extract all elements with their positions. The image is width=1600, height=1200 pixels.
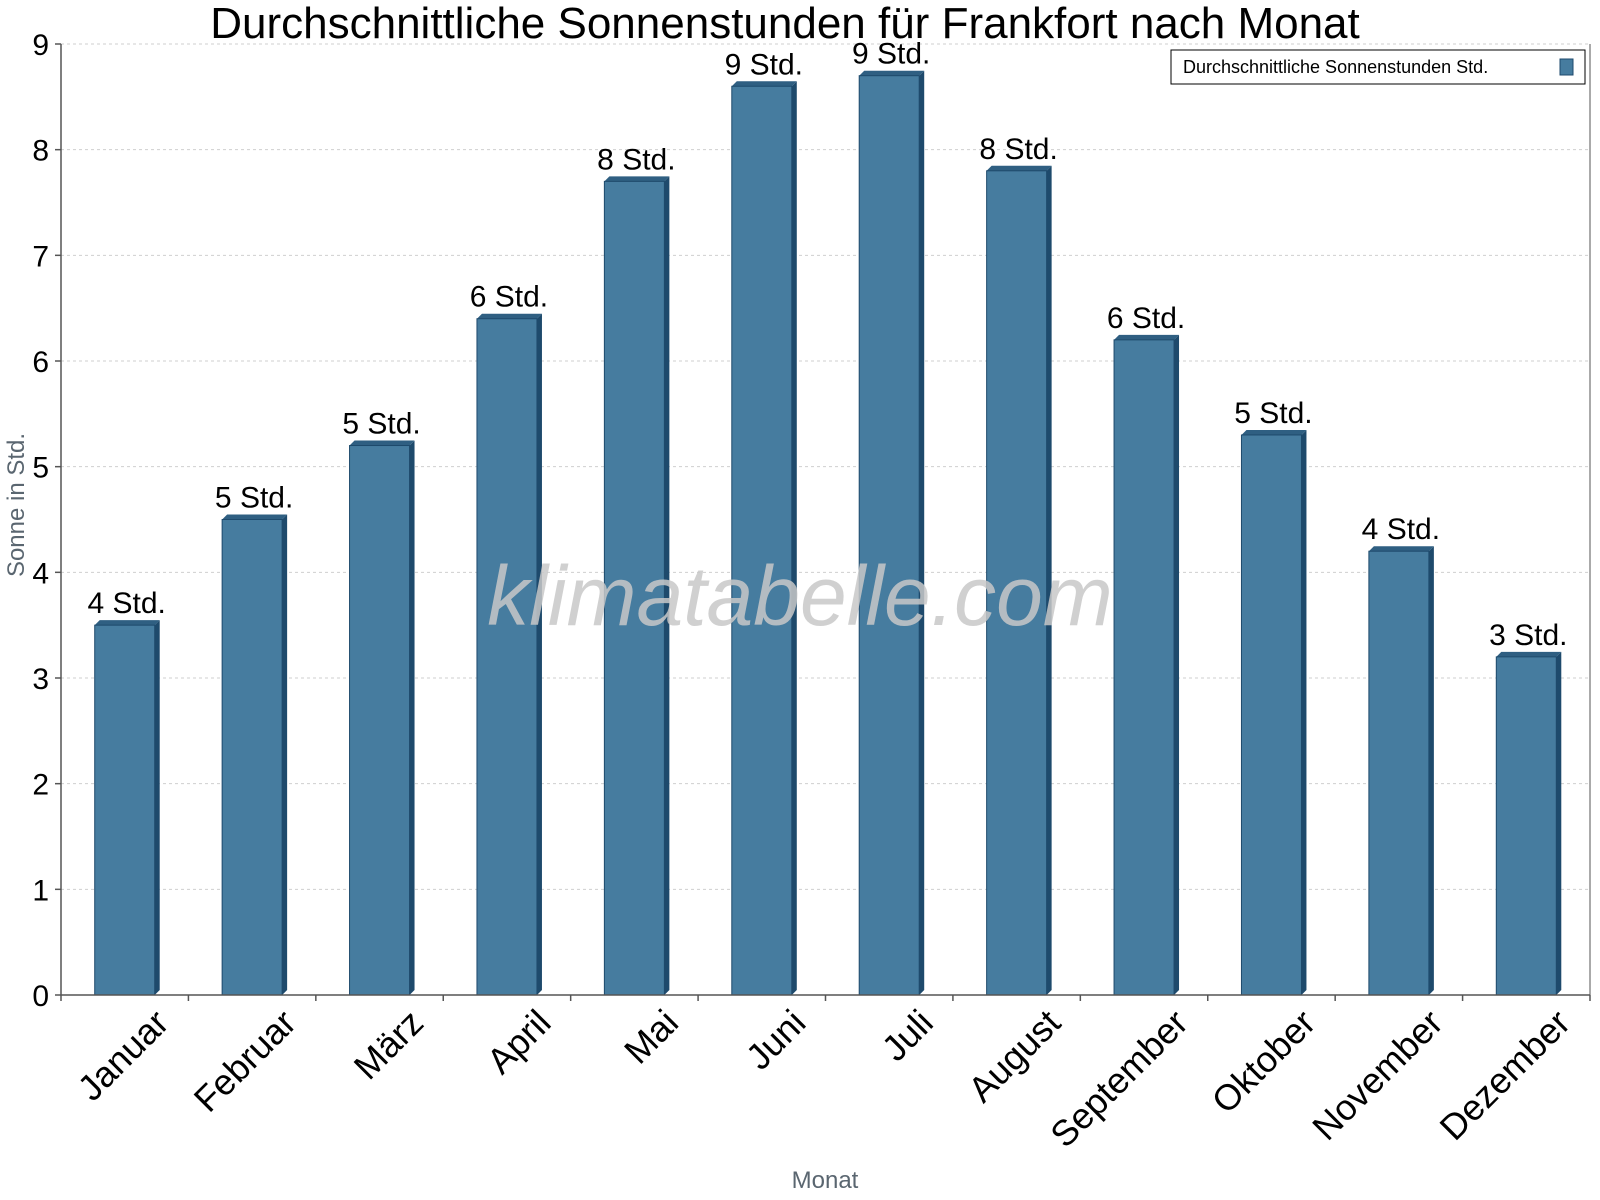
x-tick-label: Juni [738, 1002, 814, 1078]
bar [221, 514, 288, 996]
grid-lines [61, 43, 1590, 890]
bar-side [1174, 334, 1180, 995]
x-tick-label: Mai [616, 1002, 686, 1072]
y-tick-label: 5 [32, 452, 49, 485]
bar-side [1556, 651, 1562, 995]
x-tick-label: Januar [70, 1002, 177, 1109]
bar-side [919, 70, 925, 995]
x-tick-label: April [479, 1002, 559, 1082]
bar [1368, 546, 1434, 996]
bar-front [858, 75, 920, 996]
data-labels: 4 Std. 5 Std. 5 Std. 6 Std. 8 Std. 9 Std. 9 St… [88, 38, 1568, 652]
bar-value-label: 3 Std. [1489, 619, 1567, 652]
y-tick-label: 4 [32, 557, 49, 590]
x-tick-label: Dezember [1432, 1002, 1578, 1148]
x-tick-label: August [960, 1002, 1068, 1110]
legend-box [1170, 49, 1586, 85]
bar [94, 620, 160, 996]
bar-front [221, 519, 283, 996]
bar-top [476, 313, 542, 319]
bar-value-label: 4 Std. [1362, 513, 1440, 546]
bar [858, 70, 925, 996]
y-axis-title: Sonne in Std. [3, 433, 30, 577]
bar-top [1496, 651, 1562, 657]
bar-front [1240, 434, 1302, 996]
legend: Durchschnittliche Sonnenstunden Std. [1170, 49, 1586, 85]
x-tick-label: Juli [874, 1002, 941, 1069]
bar-top [349, 440, 415, 446]
bar-front [986, 170, 1048, 996]
legend-swatch [1559, 58, 1574, 76]
bar-top [1368, 546, 1434, 552]
y-tick-label: 9 [32, 29, 49, 62]
bar-front [1113, 339, 1175, 996]
bar-value-label: 5 Std. [342, 408, 420, 441]
bar-side [1428, 546, 1434, 995]
bar-top [222, 514, 288, 520]
bar [1240, 429, 1307, 996]
x-tick-label: März [346, 1002, 432, 1088]
bar-value-label: 4 Std. [88, 587, 166, 620]
bars [94, 70, 1562, 996]
bar-top [1241, 429, 1307, 435]
x-axis-title: Monat [792, 1167, 859, 1194]
bar-top [1114, 334, 1180, 340]
bar-front [731, 85, 793, 996]
x-tick-label: November [1304, 1002, 1450, 1148]
y-tick-label: 7 [32, 240, 49, 273]
bar [1495, 651, 1562, 996]
bar-front [94, 624, 156, 996]
bar-value-label: 6 Std. [1107, 302, 1185, 335]
bar-side [282, 514, 288, 995]
bar-side [1046, 165, 1052, 996]
bar-side [664, 176, 670, 995]
y-tick-label: 6 [32, 346, 49, 379]
chart-title: Durchschnittliche Sonnenstunden für Fran… [210, 0, 1360, 48]
x-axis-ticks: Januar Februar März April Mai Juni Juli AugustS… [60, 995, 1591, 1156]
bar [731, 81, 797, 996]
bar-front [349, 445, 411, 996]
bar-value-label: 6 Std. [470, 281, 548, 314]
x-tick-label: Februar [186, 1002, 304, 1120]
bar-side [154, 620, 160, 995]
bar-top [604, 176, 670, 182]
bar-value-label: 8 Std. [979, 133, 1057, 166]
bar-side [1301, 429, 1307, 995]
y-tick-label: 1 [32, 874, 49, 907]
bar-front [1368, 550, 1430, 996]
bar-value-label: 8 Std. [597, 143, 675, 176]
bar-top [731, 81, 797, 87]
x-tick-label: Oktober [1204, 1002, 1324, 1122]
bar-top [986, 165, 1052, 171]
bar-top [859, 70, 925, 76]
x-tick-label: September [1042, 1002, 1196, 1156]
bar [986, 165, 1052, 996]
bar-top [94, 620, 160, 626]
bar-value-label: 9 Std. [852, 38, 930, 71]
y-tick-label: 0 [32, 980, 49, 1013]
bar-front [476, 318, 538, 996]
bar-side [409, 440, 415, 995]
bar-front [603, 180, 665, 996]
bar [603, 176, 670, 996]
bar [1113, 334, 1180, 996]
bar-value-label: 5 Std. [215, 482, 293, 515]
bar-value-label: 5 Std. [1234, 397, 1312, 430]
bar [349, 440, 415, 996]
y-tick-label: 2 [32, 769, 49, 802]
bar-value-label: 9 Std. [725, 48, 803, 81]
bar-side [536, 313, 542, 995]
bar-front [1495, 656, 1557, 996]
y-tick-label: 8 [32, 135, 49, 168]
bar [476, 313, 542, 996]
watermark: klimatabelle.com [487, 549, 1113, 643]
legend-label: Durchschnittliche Sonnenstunden Std. [1183, 57, 1488, 77]
y-axis-ticks: 0 1 2 3 4 5 6 7 8 9 [32, 29, 61, 1013]
y-tick-label: 3 [32, 663, 49, 696]
bar-side [791, 81, 797, 996]
